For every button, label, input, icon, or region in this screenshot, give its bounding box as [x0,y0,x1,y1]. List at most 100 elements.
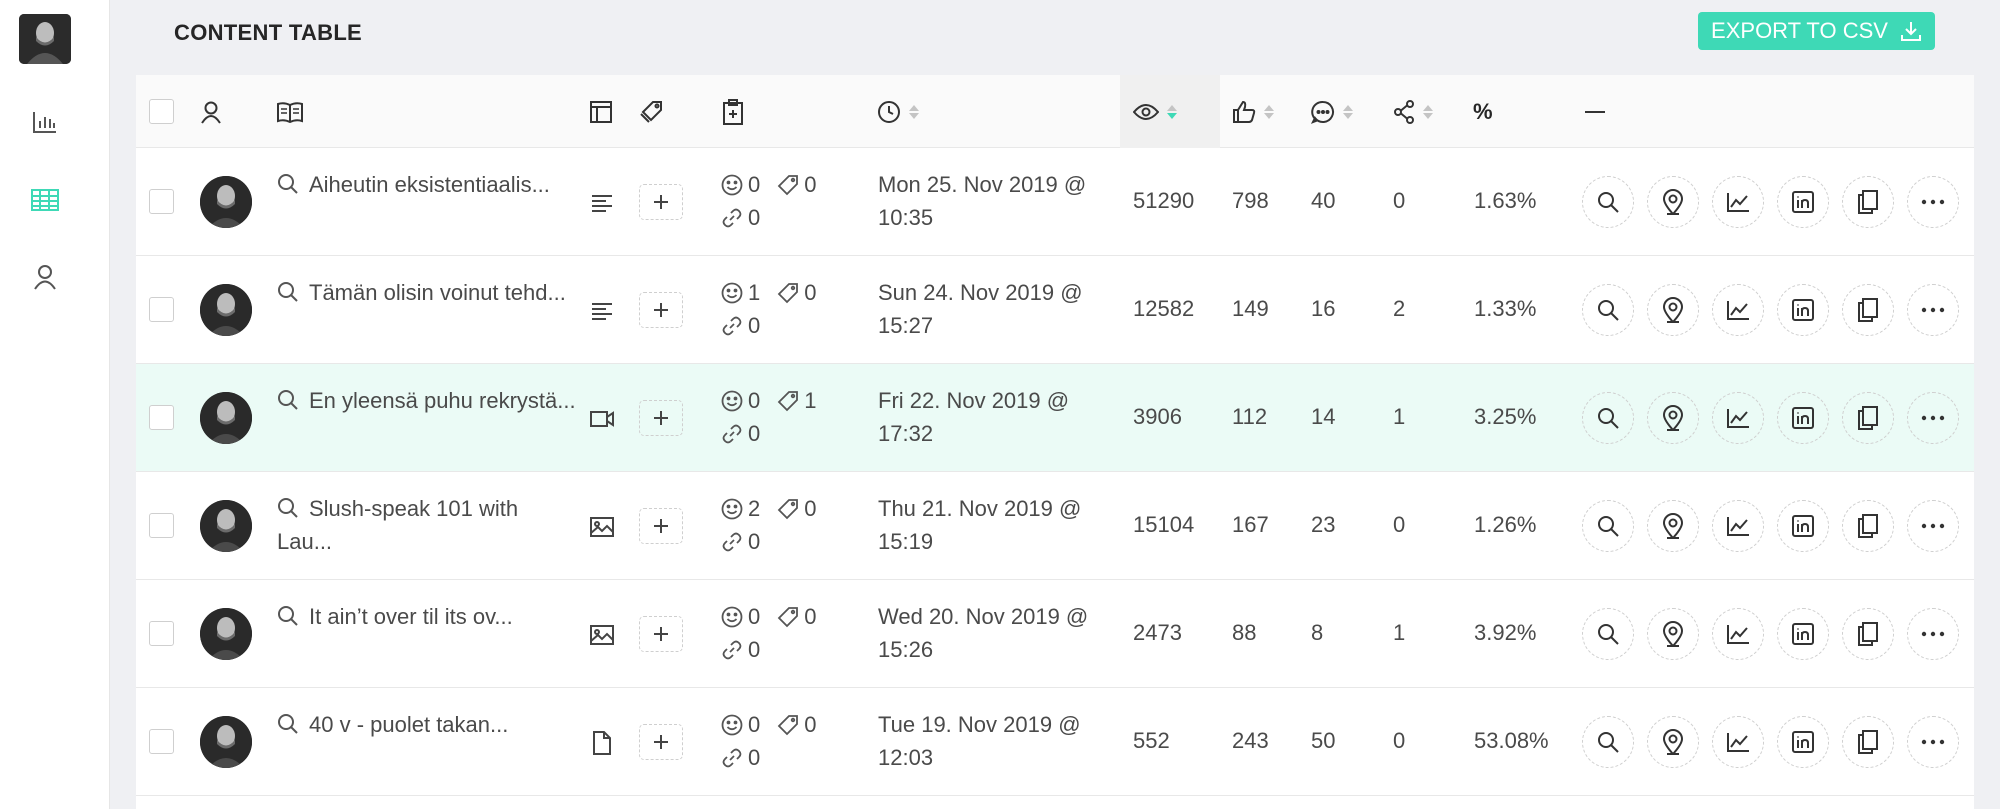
post-title-cell[interactable]: It ain’t over til its ov... [277,600,577,633]
smiley-icon [721,174,743,195]
more-icon [1921,307,1945,313]
post-title-cell[interactable]: Tämän olisin voinut tehd... [277,276,577,309]
post-title-cell[interactable]: Slush-speak 101 with Lau... [277,492,577,558]
search-icon[interactable] [277,281,299,303]
linkedin-button[interactable] [1777,392,1829,444]
links-count: 0 [748,745,761,770]
linkedin-button[interactable] [1777,176,1829,228]
stats-button[interactable] [1712,176,1764,228]
row-checkbox[interactable] [149,297,174,322]
inspect-button[interactable] [1582,284,1634,336]
book-icon [277,101,303,123]
linkedin-button[interactable] [1777,608,1829,660]
more-button[interactable] [1907,284,1959,336]
plus-icon [654,519,668,533]
location-button[interactable] [1647,500,1699,552]
copy-button[interactable] [1842,716,1894,768]
location-button[interactable] [1647,392,1699,444]
smiley-icon [721,282,743,303]
add-tag-button[interactable] [639,508,683,544]
stats-button[interactable] [1712,716,1764,768]
copy-button[interactable] [1842,392,1894,444]
more-button[interactable] [1907,500,1959,552]
copy-icon [1858,514,1878,538]
more-button[interactable] [1907,608,1959,660]
linkedin-icon [1792,299,1814,321]
shares-value: 0 [1393,512,1406,537]
link-icon [722,640,742,659]
sort-indicator[interactable] [909,104,919,119]
copy-button[interactable] [1842,176,1894,228]
export-csv-button[interactable]: EXPORT TO CSV [1698,12,1935,50]
post-title: Tämän olisin voinut tehd... [309,280,566,305]
copy-icon [1858,298,1878,322]
more-button[interactable] [1907,176,1959,228]
inspect-button[interactable] [1582,392,1634,444]
add-tag-button[interactable] [639,724,683,760]
stats-button[interactable] [1712,500,1764,552]
add-tag-button[interactable] [639,184,683,220]
inspect-button[interactable] [1582,176,1634,228]
stats-button[interactable] [1712,392,1764,444]
sort-indicator[interactable] [1264,104,1274,119]
select-all-checkbox[interactable] [149,99,174,124]
row-checkbox[interactable] [149,189,174,214]
user-avatar[interactable] [19,14,71,64]
linkedin-button[interactable] [1777,500,1829,552]
linkedin-button[interactable] [1777,716,1829,768]
inspect-button[interactable] [1582,608,1634,660]
search-icon[interactable] [277,605,299,627]
search-icon[interactable] [277,173,299,195]
avatar [200,176,252,228]
header-views[interactable] [1133,75,1177,148]
header-shares[interactable] [1393,75,1433,148]
location-button[interactable] [1647,608,1699,660]
copy-button[interactable] [1842,608,1894,660]
copy-icon [1858,622,1878,646]
post-title-cell[interactable]: En yleensä puhu rekrystä... [277,384,577,417]
add-tag-button[interactable] [639,400,683,436]
reactions-count: 2 [748,496,761,521]
location-button[interactable] [1647,716,1699,768]
plus-icon [654,303,668,317]
post-title-cell[interactable]: Aiheutin eksistentiaalis... [277,168,577,201]
more-button[interactable] [1907,392,1959,444]
text-icon [592,303,612,320]
links-count: 0 [748,637,761,662]
linkedin-button[interactable] [1777,284,1829,336]
add-tag-button[interactable] [639,616,683,652]
engagement-stats: 1 0 0 [721,276,817,342]
post-title-cell[interactable]: 40 v - puolet takan... [277,708,577,741]
sort-indicator[interactable] [1343,104,1353,119]
search-icon[interactable] [277,497,299,519]
row-checkbox[interactable] [149,729,174,754]
avatar [200,392,252,444]
stats-button[interactable] [1712,608,1764,660]
copy-button[interactable] [1842,500,1894,552]
tag-icon [777,498,799,519]
header-date[interactable] [877,75,919,148]
stats-button[interactable] [1712,284,1764,336]
row-checkbox[interactable] [149,621,174,646]
location-button[interactable] [1647,284,1699,336]
sidebar-item-profile[interactable] [27,259,63,295]
header-likes[interactable] [1232,75,1274,148]
header-comments[interactable] [1311,75,1353,148]
sidebar-item-analytics[interactable] [27,104,63,140]
inspect-button[interactable] [1582,500,1634,552]
search-icon[interactable] [277,389,299,411]
sidebar-item-content-table[interactable] [27,182,63,218]
row-checkbox[interactable] [149,513,174,538]
row-checkbox[interactable] [149,405,174,430]
inspect-button[interactable] [1582,716,1634,768]
row-actions [1582,716,1959,768]
add-tag-button[interactable] [639,292,683,328]
linkedin-icon [1792,731,1814,753]
sort-indicator[interactable] [1167,104,1177,119]
more-button[interactable] [1907,716,1959,768]
sort-indicator[interactable] [1423,104,1433,119]
copy-button[interactable] [1842,284,1894,336]
likes-value: 112 [1232,404,1268,429]
location-button[interactable] [1647,176,1699,228]
search-icon[interactable] [277,713,299,735]
